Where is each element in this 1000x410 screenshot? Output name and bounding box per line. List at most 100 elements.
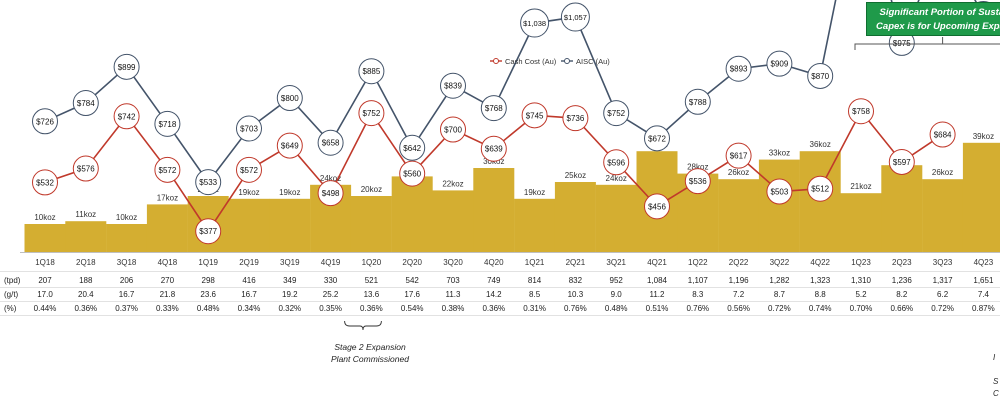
table-cell: 0.35% <box>319 304 342 313</box>
data-point-marker <box>603 100 630 127</box>
data-point-label: $596 <box>607 158 625 167</box>
table-cell: 0.36% <box>74 304 97 313</box>
production-bar <box>146 204 188 252</box>
category-label: 3Q20 <box>443 258 463 267</box>
table-cell: 20.4 <box>78 290 94 299</box>
category-label: 2Q22 <box>729 258 749 267</box>
aisc-series: $726 $784 $899 $718 $533 $703 $800 $658 $885 $642… <box>32 0 998 196</box>
data-point-marker <box>32 169 58 196</box>
table-cell: 17.6 <box>404 290 420 299</box>
data-point-marker <box>766 178 793 205</box>
table-cell: 14.2 <box>486 290 502 299</box>
production-label: 11koz <box>75 210 96 219</box>
production-label: 19koz <box>524 188 545 197</box>
table-cell: 25.2 <box>323 290 339 299</box>
table-row-unit: (tpd) <box>4 276 21 285</box>
data-point-marker <box>399 134 426 161</box>
data-point-marker <box>684 88 711 115</box>
data-point-marker <box>32 108 58 135</box>
data-point-marker <box>358 100 385 127</box>
category-label: 4Q21 <box>647 258 667 267</box>
annotation-line-1: Stage 2 Expansion <box>334 342 406 352</box>
data-point-label: $893 <box>730 65 748 74</box>
table-cell: 0.34% <box>238 304 261 313</box>
table-cell: 0.87% <box>972 304 995 313</box>
table-cell: 9.0 <box>611 290 623 299</box>
data-point-marker <box>72 90 99 117</box>
metrics-table: (tpd) 207 188 206 270 298 416 349 330 521 542 703 74… <box>0 271 1000 316</box>
data-point-label: $503 <box>771 188 789 197</box>
data-point-label: $752 <box>363 109 381 118</box>
table-row-unit: (%) <box>4 304 17 313</box>
table-cell: 703 <box>446 276 460 285</box>
category-label: 3Q19 <box>280 258 300 267</box>
data-point-marker <box>603 149 630 176</box>
table-cell: 8.2 <box>896 290 908 299</box>
production-label: 25koz <box>565 171 586 180</box>
table-cell: 349 <box>283 276 297 285</box>
cash-cost-series: $532 $576 $742 $572 $377 $572 $649 $498 $752 $560… <box>32 98 956 245</box>
table-cell: 17.0 <box>37 290 53 299</box>
production-bar <box>432 190 474 252</box>
table-row-unit: (g/t) <box>4 290 19 299</box>
data-point-marker <box>154 110 181 137</box>
data-point-marker <box>807 175 834 202</box>
category-label: 1Q23 <box>851 258 871 267</box>
data-point-label: $536 <box>689 177 707 186</box>
production-label: 33koz <box>769 149 790 158</box>
category-labels: 1Q18 2Q18 3Q18 4Q18 1Q19 2Q19 3Q19 4Q19 1Q20 2Q20… <box>35 258 994 267</box>
production-label: 19koz <box>279 188 300 197</box>
production-bar <box>269 198 311 252</box>
category-label: 1Q19 <box>198 258 218 267</box>
data-point-marker <box>236 115 262 142</box>
table-cell: 5.2 <box>855 290 867 299</box>
data-point-label: $498 <box>322 189 340 198</box>
data-point-label: $784 <box>77 99 95 108</box>
production-bar <box>840 193 882 252</box>
data-point-label: $758 <box>852 107 870 116</box>
production-label: 39koz <box>973 132 994 141</box>
data-point-marker <box>521 102 548 129</box>
production-label: 19koz <box>238 188 259 197</box>
table-cell: 521 <box>365 276 379 285</box>
production-bar <box>106 224 148 252</box>
data-point-label: $639 <box>485 145 503 154</box>
category-label: 1Q20 <box>362 258 382 267</box>
table-cell: 188 <box>79 276 93 285</box>
data-point-label: $736 <box>567 114 585 123</box>
table-cell: 0.36% <box>482 304 505 313</box>
production-bar <box>718 179 760 252</box>
production-bar <box>473 168 515 252</box>
callout-line-1: Significant Portion of Sustain <box>879 7 1000 18</box>
legend-cash-cost-label: Cash Cost (Au) <box>505 57 557 66</box>
table-cell: 330 <box>324 276 338 285</box>
table-cell: 298 <box>202 276 216 285</box>
category-label: 1Q22 <box>688 258 708 267</box>
table-cell: 0.38% <box>442 304 465 313</box>
table-cell: 1,317 <box>933 276 954 285</box>
table-cell: 0.48% <box>197 304 220 313</box>
data-point-marker <box>480 135 507 162</box>
data-point-marker <box>236 156 262 183</box>
data-point-label: $597 <box>893 158 911 167</box>
table-cell: 0.76% <box>686 304 709 313</box>
production-bars: 10koz 11koz 10koz 17koz 20koz 19koz 19koz 24koz… <box>24 132 1000 252</box>
data-point-marker <box>72 155 99 182</box>
table-cell: 1,107 <box>688 276 709 285</box>
data-point-label: $975 <box>893 39 911 48</box>
data-point-marker <box>113 103 140 130</box>
edge-fragment-2: S <box>993 377 999 386</box>
production-label: 24koz <box>320 174 341 183</box>
production-bar <box>595 184 637 252</box>
data-point-marker <box>399 160 426 187</box>
data-point-marker <box>440 116 466 143</box>
data-point-marker <box>725 142 752 169</box>
table-cell: 11.3 <box>446 290 462 299</box>
table-cell: 0.44% <box>34 304 57 313</box>
data-point-marker <box>929 121 956 148</box>
table-cell: 16.7 <box>241 290 257 299</box>
category-label: 2Q18 <box>76 258 96 267</box>
data-point-label: $649 <box>281 142 299 151</box>
table-cell: 1,651 <box>973 276 994 285</box>
